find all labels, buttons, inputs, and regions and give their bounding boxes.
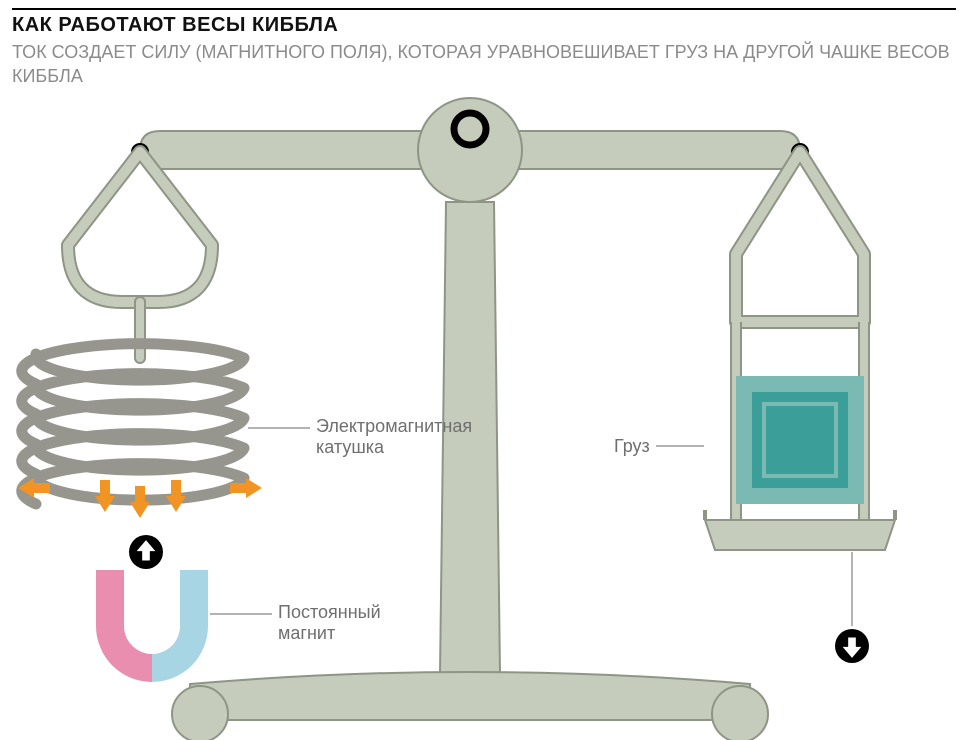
right-assembly — [705, 152, 895, 550]
balance-stand — [172, 202, 768, 740]
permanent-magnet — [96, 570, 208, 682]
force-arrows — [18, 478, 262, 518]
magnet-label: Постоянный магнит — [278, 602, 438, 644]
mass-label: Груз — [614, 436, 674, 457]
infographic-canvas: КАК РАБОТАЮТ ВЕСЫ КИББЛА ТОК СОЗДАЕТ СИЛ… — [0, 0, 968, 740]
diagram-svg — [0, 0, 968, 740]
balance-beam — [131, 98, 809, 202]
coil-label: Электромагнитная катушка — [316, 416, 516, 458]
left-assembly — [22, 152, 244, 504]
